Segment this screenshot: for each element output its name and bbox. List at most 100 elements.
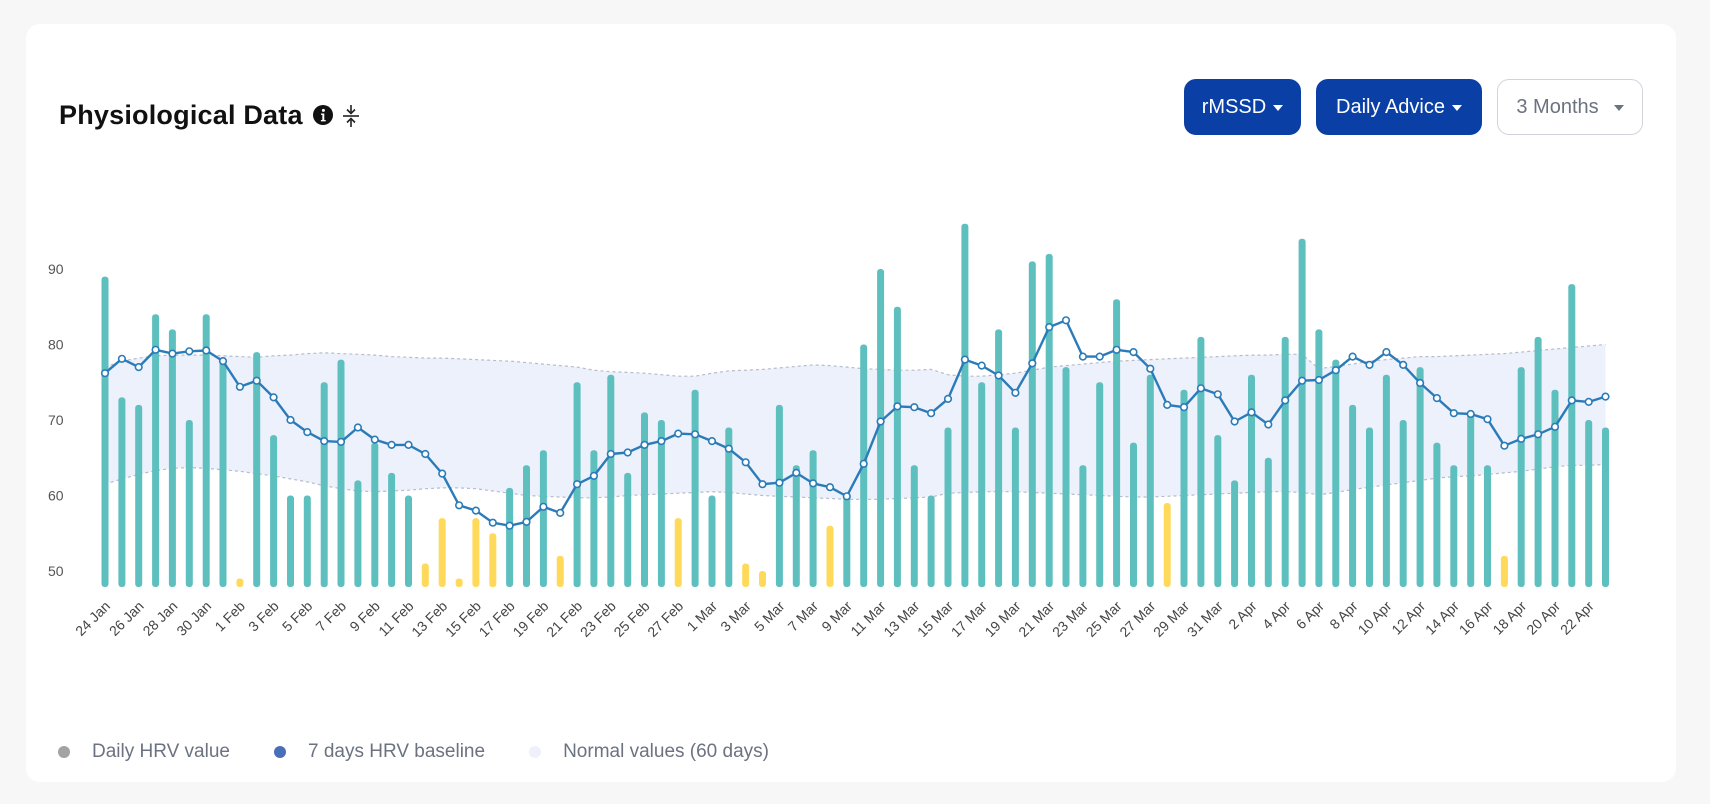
- baseline-point: [623, 448, 632, 457]
- x-tick-label: 7 Mar: [785, 598, 822, 635]
- chevron-down-icon: [1613, 105, 1624, 111]
- hrv-bar: [421, 563, 429, 587]
- baseline-point: [320, 437, 329, 446]
- x-tick-label: 19 Mar: [981, 598, 1023, 640]
- baseline-point: [876, 417, 885, 426]
- baseline-point: [269, 393, 278, 402]
- hrv-bar: [152, 314, 160, 587]
- baseline-point: [825, 483, 835, 492]
- hrv-bar: [1197, 336, 1205, 587]
- hrv-bar: [168, 329, 176, 587]
- hrv-bar: [1045, 253, 1053, 587]
- x-tick-label: 30 Jan: [173, 598, 214, 639]
- hrv-bar: [489, 533, 497, 588]
- y-tick-label: 70: [48, 412, 64, 428]
- hrv-bar: [1079, 465, 1087, 587]
- hrv-bar: [708, 495, 716, 587]
- baseline-point: [1196, 384, 1205, 393]
- baseline-point: [926, 409, 936, 418]
- baseline-point: [1163, 400, 1172, 410]
- baseline-point: [1432, 394, 1441, 403]
- hrv-bar: [877, 269, 885, 587]
- baseline-point: [1129, 348, 1138, 357]
- physiological-data-card: Physiological Data rMSSD Daily Advice 3 …: [26, 24, 1676, 782]
- baseline-point: [117, 354, 126, 363]
- legend-dot-baseline: [273, 746, 286, 758]
- x-tick-label: 19 Feb: [509, 598, 551, 640]
- baseline-point: [438, 469, 447, 478]
- metric-dropdown[interactable]: rMSSD: [1184, 79, 1301, 135]
- daily-advice-dropdown[interactable]: Daily Advice: [1316, 79, 1482, 135]
- range-dropdown-label: 3 Months: [1516, 95, 1599, 118]
- hrv-bar: [539, 450, 547, 587]
- x-tick-label: 23 Feb: [577, 598, 619, 640]
- baseline-point: [522, 517, 531, 527]
- baseline-point: [1517, 434, 1526, 444]
- hrv-bar: [809, 450, 817, 587]
- hrv-bar: [775, 404, 783, 587]
- hrv-bar: [961, 223, 969, 587]
- legend-item-normal-values[interactable]: Normal values (60 days): [529, 741, 769, 763]
- x-tick-label: 1 Feb: [211, 598, 248, 635]
- baseline-point: [1365, 360, 1374, 370]
- hrv-bar: [691, 389, 699, 587]
- baseline-point: [1078, 352, 1087, 361]
- hrv-bar: [1096, 382, 1104, 588]
- baseline-point: [775, 478, 784, 487]
- baseline-point: [977, 361, 986, 370]
- hrv-bar: [657, 420, 665, 587]
- range-dropdown[interactable]: 3 Months: [1497, 79, 1643, 135]
- baseline-point: [235, 382, 244, 391]
- baseline-point: [1567, 396, 1576, 405]
- x-tick-label: 25 Feb: [610, 598, 652, 640]
- baseline-point: [100, 369, 110, 378]
- baseline-point: [286, 415, 295, 425]
- baseline-point: [1348, 352, 1357, 361]
- y-tick-label: 80: [48, 337, 64, 353]
- x-tick-label: 3 Feb: [245, 598, 282, 635]
- legend-label: Daily HRV value: [92, 741, 230, 762]
- baseline-point: [1399, 360, 1408, 370]
- baseline-point: [1281, 396, 1290, 405]
- baseline-point: [488, 518, 497, 527]
- hrv-bar: [893, 306, 901, 588]
- baseline-point: [1297, 376, 1307, 385]
- hrv-bar: [219, 359, 227, 587]
- hrv-bar: [1517, 367, 1525, 587]
- hrv-bar: [1163, 503, 1171, 587]
- legend-label: 7 days HRV baseline: [307, 741, 486, 762]
- baseline-point: [1179, 403, 1189, 412]
- baseline-point: [1331, 366, 1340, 375]
- x-tick-label: 3 Mar: [717, 598, 754, 635]
- baseline-point: [202, 346, 211, 355]
- x-tick-label: 13 Mar: [880, 598, 922, 640]
- hrv-bar: [641, 412, 648, 587]
- x-tick-label: 1 Mar: [683, 598, 720, 635]
- baseline-point: [572, 480, 582, 489]
- x-tick-label: 6 Apr: [1293, 598, 1328, 633]
- x-tick-label: 29 Mar: [1150, 598, 1192, 640]
- hrv-bar: [1602, 427, 1609, 587]
- info-icon[interactable]: [312, 104, 334, 126]
- hrv-bar: [270, 435, 278, 587]
- baseline-point: [910, 403, 919, 412]
- baseline-point: [1011, 388, 1020, 397]
- baseline-point: [792, 468, 801, 478]
- hrv-bar: [742, 563, 750, 587]
- hrv-bar: [1534, 336, 1542, 587]
- hrv-bar: [910, 465, 918, 587]
- legend-item-baseline[interactable]: 7 days HRV baseline: [273, 741, 486, 763]
- baseline-point: [707, 437, 717, 446]
- baseline-point: [640, 440, 649, 450]
- baseline-point: [1584, 397, 1593, 407]
- collapse-vertical-icon[interactable]: [340, 104, 362, 128]
- baseline-point: [1415, 378, 1425, 388]
- baseline-point: [943, 394, 953, 404]
- hrv-bar: [927, 495, 935, 587]
- hrv-bar: [1349, 404, 1357, 587]
- baseline-point: [336, 437, 346, 447]
- legend-item-daily-hrv[interactable]: Daily HRV value: [58, 741, 230, 763]
- x-tick-label: 15 Feb: [442, 598, 484, 640]
- hrv-bar: [405, 495, 412, 587]
